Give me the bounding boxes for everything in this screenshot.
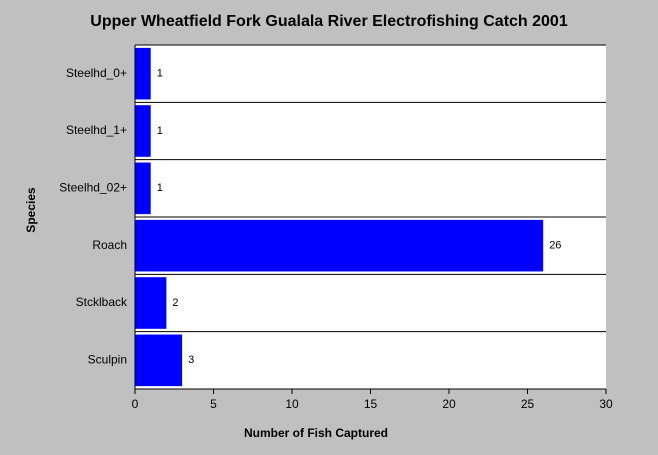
x-tick-label: 5 — [210, 397, 217, 411]
x-axis-label: Number of Fish Captured — [244, 426, 388, 440]
bar — [135, 277, 167, 329]
y-tick-label: Steelhd_1+ — [66, 123, 127, 137]
chart-title: Upper Wheatfield Fork Gualala River Elec… — [90, 13, 568, 30]
y-axis-label: Species — [24, 187, 38, 233]
data-label: 26 — [549, 240, 561, 252]
x-tick-label: 10 — [285, 397, 299, 411]
y-tick-label: Steelhd_02+ — [59, 181, 127, 195]
x-tick-label: 15 — [364, 397, 378, 411]
data-label: 3 — [188, 354, 194, 366]
data-label: 1 — [157, 182, 163, 194]
y-tick-label: Stcklback — [76, 295, 128, 309]
y-tick-label: Roach — [92, 238, 127, 252]
x-tick-label: 20 — [442, 397, 456, 411]
data-label: 2 — [172, 297, 178, 309]
x-tick-label: 0 — [132, 397, 139, 411]
y-tick-label: Sculpin — [88, 353, 127, 367]
bar — [135, 47, 151, 100]
bar — [135, 334, 183, 387]
x-tick-label: 25 — [521, 397, 535, 411]
y-tick-label: Steelhd_0+ — [66, 66, 127, 80]
data-label: 1 — [157, 68, 163, 80]
bar — [135, 219, 544, 272]
data-label: 1 — [157, 125, 163, 137]
bar — [135, 162, 151, 215]
x-tick-label: 30 — [599, 397, 613, 411]
bar — [135, 105, 151, 157]
